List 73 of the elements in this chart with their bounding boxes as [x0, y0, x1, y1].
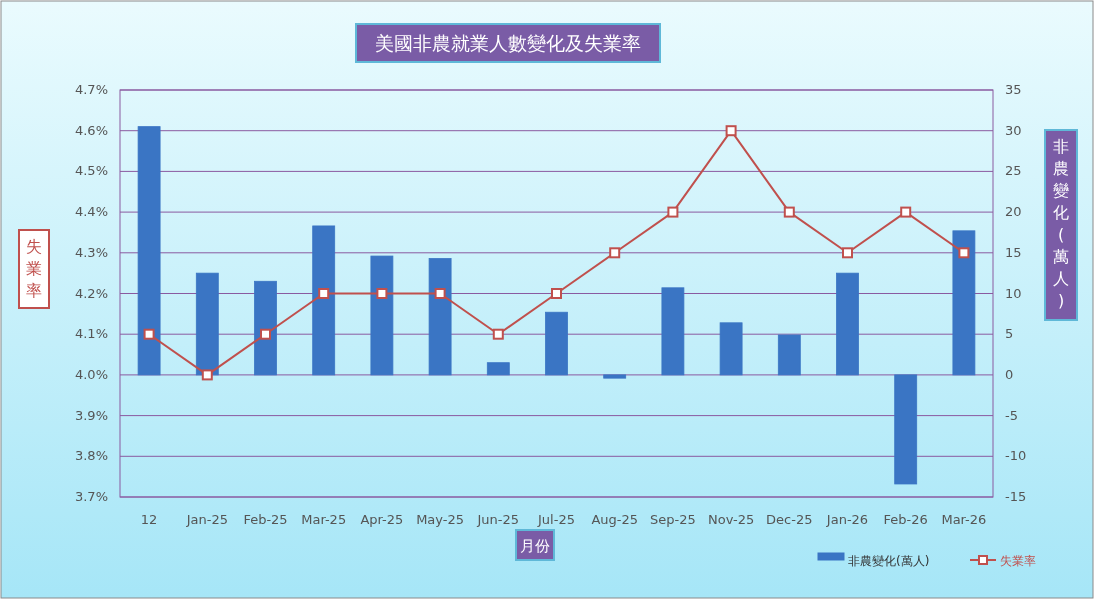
bar	[312, 225, 336, 376]
point	[434, 288, 446, 299]
bar	[137, 126, 161, 376]
bar	[836, 272, 859, 376]
point	[900, 206, 912, 218]
point	[783, 206, 795, 218]
bar	[370, 255, 394, 376]
point	[143, 328, 155, 340]
bar	[254, 280, 277, 376]
point	[551, 288, 562, 299]
bar	[952, 230, 976, 376]
y-axis-title: 失業率	[26, 237, 42, 300]
legend-label: 非農變化(萬人)	[848, 554, 930, 568]
y2-tick-label: 5	[1005, 326, 1014, 342]
y2-tick-label: 35	[1005, 82, 1022, 97]
point	[725, 125, 737, 137]
x-tick-label: Feb-26	[883, 512, 928, 527]
y-tick-label: 4.4%	[74, 204, 108, 220]
point	[260, 328, 271, 340]
x-tick-label: May-25	[416, 512, 465, 527]
x-tick-label: Mar-25	[301, 512, 347, 527]
legend-label: 失業率	[1000, 554, 1036, 568]
bar	[719, 322, 743, 376]
y-tick-label: 4.1%	[74, 326, 108, 342]
x-tick-label: Apr-25	[360, 512, 404, 527]
x-tick-label: Jun-25	[476, 512, 520, 527]
bar	[195, 272, 219, 376]
point	[609, 247, 621, 259]
y-tick-label: 4.3%	[74, 244, 108, 260]
y2-axis-title: 非農變化(萬人)	[1053, 137, 1069, 310]
y2-tick-label: 10	[1005, 285, 1022, 301]
y-tick-label: 3.7%	[74, 489, 108, 504]
bar	[428, 258, 452, 376]
chart-title: 美國非農就業人數變化及失業率	[375, 32, 641, 54]
y2-tick-label: -5	[1005, 407, 1018, 423]
y2-tick-label: -10	[1005, 448, 1027, 464]
point	[842, 247, 853, 259]
point	[318, 288, 330, 299]
point	[376, 288, 388, 299]
x-tick-label: Jan-25	[185, 512, 228, 527]
y2-tick-label: 0	[1005, 366, 1014, 382]
y-tick-label: 4.5%	[74, 163, 108, 179]
y2-tick-label: 25	[1005, 163, 1022, 179]
y2-tick-label: 30	[1005, 122, 1022, 138]
x-tick-label: Jul-25	[537, 512, 575, 527]
point	[958, 247, 970, 259]
x-axis-title: 月份	[520, 537, 550, 555]
y-tick-label: 3.9%	[74, 407, 108, 423]
bar	[777, 334, 801, 376]
x-tick-label: 12	[140, 512, 158, 527]
bar	[894, 374, 918, 485]
bar	[545, 311, 568, 376]
point	[667, 206, 679, 218]
y2-tick-label: 15	[1005, 244, 1022, 260]
y-tick-label: 4.2%	[74, 285, 108, 301]
bar	[603, 374, 627, 379]
point	[201, 369, 213, 381]
x-tick-label: Feb-25	[243, 512, 288, 527]
y-tick-label: 4.0%	[74, 366, 108, 382]
x-tick-label: Mar-26	[941, 512, 987, 527]
y-tick-label: 3.8%	[74, 448, 108, 464]
y-tick-label: 4.7%	[74, 82, 108, 97]
x-tick-label: Jan-26	[825, 512, 869, 527]
bar	[486, 362, 510, 376]
x-tick-label: Aug-25	[591, 512, 639, 527]
x-tick-label: Sep-25	[650, 512, 696, 527]
x-tick-label: Nov-25	[707, 512, 755, 527]
y2-tick-label: -15	[1005, 489, 1027, 504]
y2-tick-label: 20	[1005, 204, 1022, 220]
bar	[661, 287, 685, 376]
x-tick-label: Dec-25	[766, 512, 813, 527]
y-tick-label: 4.6%	[74, 122, 108, 138]
point	[492, 328, 504, 340]
